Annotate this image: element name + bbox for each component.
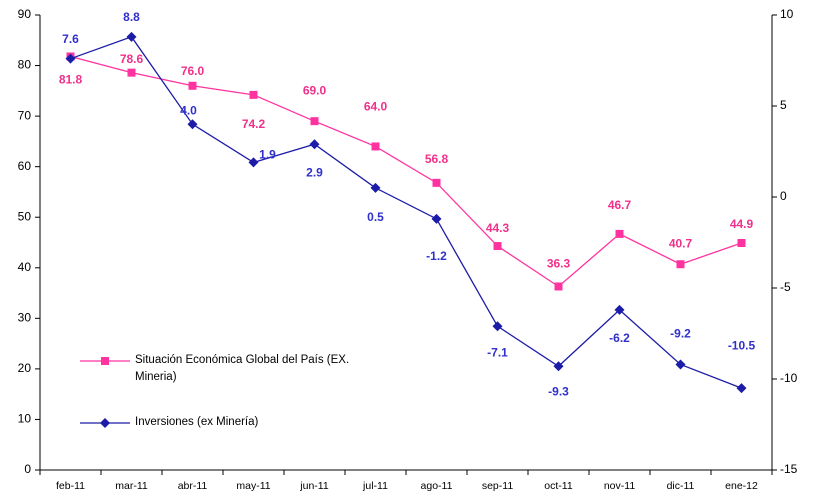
y2-tick-label: -15 [780,462,798,476]
marker [614,304,625,315]
data-label: -10.5 [728,338,756,352]
x-tick-label: ene-12 [725,480,758,492]
y-tick-label: 50 [18,209,32,223]
marker [431,213,442,224]
legend-label: Inversiones (ex Minería) [135,416,259,428]
y-tick-label: 20 [18,361,32,375]
x-tick-label: nov-11 [604,480,635,492]
marker [370,182,381,193]
y2-tick-label: -10 [780,371,798,385]
data-label: 56.8 [425,152,449,166]
series-line [70,36,742,389]
data-label: 44.3 [486,221,510,235]
marker [675,359,686,370]
data-label: -9.2 [670,327,691,341]
legend-marker [101,357,109,365]
y2-tick-label: 10 [780,7,794,21]
marker [126,31,137,42]
data-label: 44.9 [730,217,754,231]
marker [127,68,136,77]
y-tick-label: 60 [18,159,32,173]
data-label: 8.8 [123,10,140,24]
legend-label: Situación Económica Global del País (EX.… [135,354,350,383]
data-label: -9.3 [548,384,569,398]
data-label: -7.1 [487,345,508,359]
data-label: 76.0 [181,64,205,78]
marker [736,383,747,394]
marker [554,282,563,291]
y2-tick-label: -5 [780,280,791,294]
marker [493,242,502,251]
x-tick-label: ago-11 [421,480,453,492]
y-tick-label: 30 [18,311,32,325]
x-tick-label: feb-11 [56,480,85,492]
data-label: 74.2 [242,117,266,131]
marker [65,53,76,64]
y-tick-label: 10 [18,412,32,426]
x-tick-label: abr-11 [178,480,208,492]
data-label: 78.6 [120,52,144,66]
legend-marker [100,418,110,428]
marker [615,229,624,238]
x-tick-label: dic-11 [667,480,695,492]
x-tick-label: may-11 [236,480,270,492]
marker [432,178,441,187]
marker [492,321,503,332]
marker [248,157,259,168]
y2-tick-label: 5 [780,98,787,112]
series-line [70,55,742,288]
marker [309,139,320,150]
marker [249,90,258,99]
marker [676,260,685,269]
data-label: 46.7 [608,198,632,212]
data-label: 2.9 [306,165,323,179]
marker [188,81,197,90]
data-label: 69.0 [303,83,327,97]
data-label: 81.8 [59,73,83,87]
y-tick-label: 0 [24,462,31,476]
marker [310,117,319,126]
y-tick-label: 80 [18,58,32,72]
data-label: 0.5 [367,210,384,224]
data-label: 40.7 [669,236,693,250]
data-label: 1.9 [259,148,276,162]
data-label: -6.2 [609,331,630,345]
marker [737,239,746,248]
data-label: 4.0 [180,103,197,117]
marker [187,119,198,130]
marker [553,361,564,372]
marker [371,142,380,151]
data-label: 64.0 [364,100,388,114]
x-tick-label: jun-11 [299,480,329,492]
y-tick-label: 90 [18,7,32,21]
x-tick-label: mar-11 [115,480,148,492]
x-tick-label: sep-11 [482,480,513,492]
y-tick-label: 70 [18,108,32,122]
x-tick-label: oct-11 [544,480,573,492]
data-label: 7.6 [62,32,79,46]
y-tick-label: 40 [18,260,32,274]
y2-tick-label: 0 [780,189,787,203]
data-label: -1.2 [426,249,447,263]
data-label: 36.3 [547,257,571,271]
x-tick-label: jul-11 [362,480,388,492]
